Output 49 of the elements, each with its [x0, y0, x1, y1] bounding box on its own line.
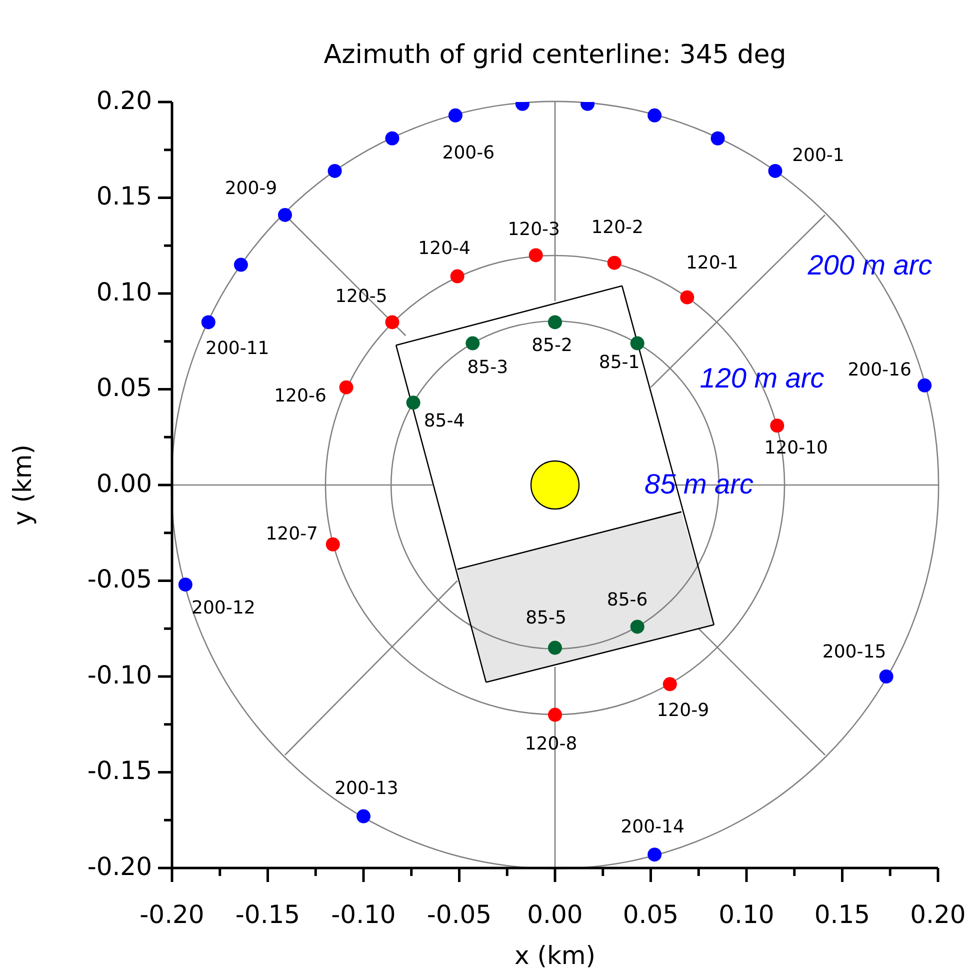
y-tick-label: 0.00 — [96, 468, 152, 498]
annotation: 85-2 — [532, 335, 572, 356]
annotation: 200-1 — [792, 144, 844, 166]
x-tick-label: 0.20 — [910, 900, 966, 929]
chart-title: Azimuth of grid centerline: 345 deg — [322, 40, 788, 70]
y-tick-label: 0.05 — [96, 373, 152, 402]
annotation: 200-11 — [206, 338, 270, 360]
annotation: 120-2 — [591, 216, 644, 238]
annotation: 200-6 — [442, 142, 495, 164]
annotation: 85-1 — [598, 352, 640, 374]
x-tick-label: -0.10 — [331, 900, 396, 929]
annotation: 85-3 — [467, 357, 508, 378]
annotation: 200-12 — [192, 598, 256, 618]
x-tick-label: 0.15 — [814, 900, 870, 929]
annotation: 85-6 — [606, 590, 648, 611]
y-tick-label: -0.20 — [87, 852, 152, 881]
annotation: 120-9 — [656, 700, 710, 722]
y-tick-label: 0.15 — [96, 182, 152, 211]
annotation: 120-7 — [266, 523, 318, 544]
annotation: 200-16 — [848, 359, 912, 380]
annotation: 120-6 — [274, 385, 326, 406]
annotation: 200-14 — [620, 816, 684, 838]
x-tick-label: 0.00 — [527, 900, 583, 929]
annotation: 85 m arc — [644, 468, 754, 500]
annotation: 120-4 — [418, 238, 470, 260]
x-tick-label: -0.05 — [426, 900, 492, 929]
y-tick-label: 0.20 — [96, 86, 152, 115]
annotation: 85-4 — [424, 410, 465, 432]
y-tick-label: 0.10 — [96, 277, 152, 306]
annotation: 200-9 — [224, 178, 278, 199]
x-tick-label: -0.15 — [235, 900, 300, 929]
y-tick-label: -0.10 — [87, 660, 152, 690]
annotation: 120-1 — [686, 252, 738, 274]
annotation: 120-10 — [764, 438, 828, 459]
x-axis-title: x (km) — [514, 941, 596, 970]
x-tick-label: 0.10 — [718, 900, 774, 929]
y-tick-label: -0.15 — [87, 756, 152, 786]
annotation: 200-15 — [822, 641, 886, 662]
annotation: 120-5 — [335, 286, 388, 308]
annotation: 200-13 — [334, 778, 398, 800]
x-tick-label: 0.05 — [622, 900, 679, 929]
x-tick-label: -0.20 — [140, 900, 204, 929]
annotation: 120-8 — [524, 734, 578, 755]
annotation: 120 m arc — [700, 362, 824, 394]
annotation: 85-5 — [526, 608, 566, 629]
annotation: 120-3 — [508, 219, 560, 240]
y-axis-title: y (km) — [8, 444, 37, 526]
y-tick-label: -0.05 — [87, 564, 152, 594]
annotation: 200 m arc — [806, 249, 932, 280]
